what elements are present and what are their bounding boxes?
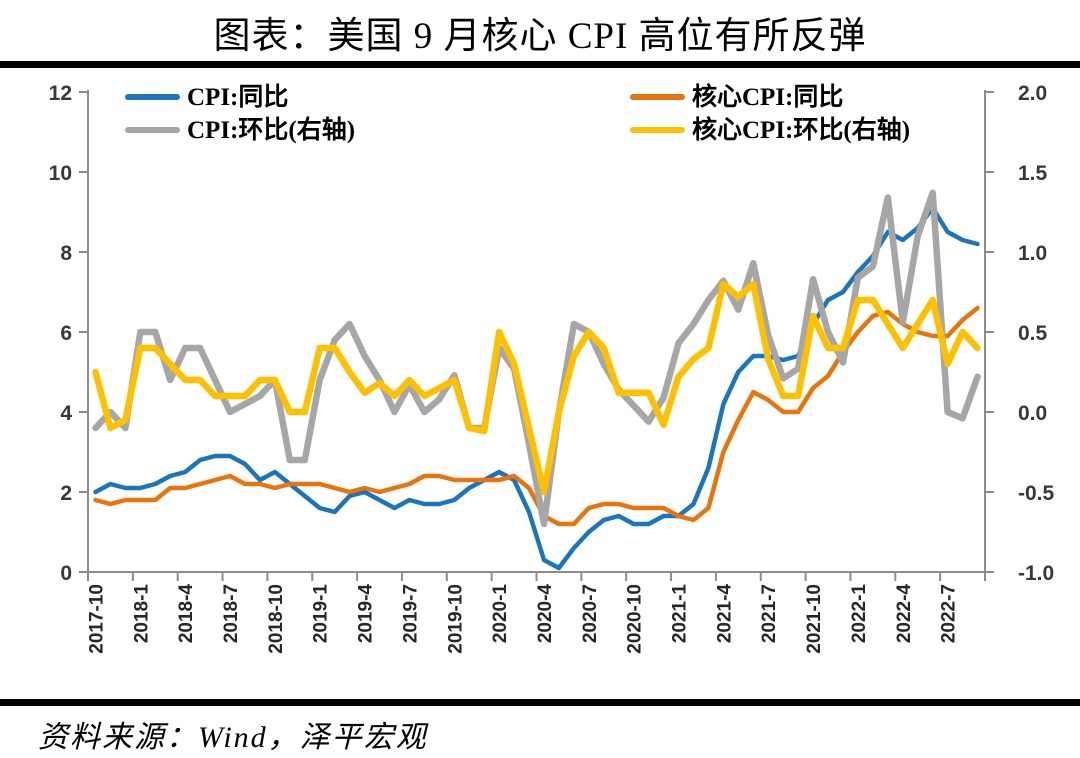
x-axis-tick-label: 2019-4 [356, 584, 377, 644]
legend-marker-yellow [630, 127, 685, 133]
left-axis-tick-label: 10 [49, 162, 72, 185]
legend-label: 核心CPI:同比 [692, 83, 844, 111]
x-axis-tick-label: 2018-1 [131, 584, 152, 644]
legend-marker-orange [630, 94, 685, 100]
x-axis-tick-label: 2019-10 [445, 584, 466, 654]
right-axis-tick-label: -0.5 [1018, 482, 1055, 505]
source-note: 资料来源：Wind，泽平宏观 [38, 721, 428, 754]
right-axis-tick-label: 0.0 [1018, 402, 1047, 425]
x-axis-tick-label: 2019-1 [311, 584, 332, 644]
legend-item-cpi-mom: CPI:环比(右轴) [125, 115, 355, 145]
line-cpi-yoy [93, 205, 980, 571]
legend-item-cpi-yoy: CPI:同比 [125, 82, 288, 112]
x-axis-tick-label: 2018-10 [266, 584, 287, 654]
x-axis-tick-label: 2022-1 [849, 584, 870, 644]
x-axis-tick-label: 2018-4 [176, 584, 197, 644]
x-axis-tick-label: 2021-7 [759, 584, 780, 643]
legend-label: CPI:环比(右轴) [187, 116, 356, 144]
footer-divider-rule [0, 699, 1080, 706]
right-axis-tick-label: 2.0 [1018, 82, 1047, 105]
x-axis-tick-label: 2017-10 [86, 584, 107, 654]
left-axis-tick-label: 8 [60, 242, 72, 265]
right-axis-tick-label: -1.0 [1018, 562, 1054, 585]
legend-item-core-cpi-yoy: 核心CPI:同比 [630, 82, 843, 112]
x-axis-tick-label: 2018-7 [221, 584, 242, 643]
right-axis-tick-label: 1.5 [1018, 162, 1048, 185]
page-title: 图表：美国 9 月核心 CPI 高位有所反弹 [213, 16, 867, 57]
right-axis-tick-label: 0.5 [1018, 322, 1048, 345]
x-axis-tick-label: 2020-4 [535, 584, 556, 644]
left-axis-tick-label: 0 [60, 562, 72, 585]
x-axis-tick-label: 2020-7 [580, 584, 601, 643]
line-cpi-mom-right-axis [92, 189, 981, 528]
title-divider-rule [0, 61, 1080, 68]
line-core-cpi-mom-right-axis [92, 280, 981, 496]
legend-label: CPI:同比 [187, 83, 289, 111]
x-axis-tick-label: 2022-7 [939, 584, 960, 643]
left-axis-tick-label: 2 [60, 482, 72, 505]
x-axis-tick-label: 2022-4 [894, 584, 915, 644]
left-axis-tick-label: 4 [60, 402, 72, 425]
legend-item-core-cpi-mom: 核心CPI:环比(右轴) [630, 115, 910, 145]
x-axis-tick-label: 2021-1 [670, 584, 691, 644]
right-axis-tick-label: 1.0 [1018, 242, 1047, 265]
x-axis-tick-label: 2020-10 [625, 584, 646, 654]
legend-marker-gray [125, 127, 180, 133]
x-axis-tick-label: 2019-7 [400, 584, 421, 643]
line-core-cpi-yoy [93, 305, 980, 527]
x-axis-tick-label: 2021-4 [714, 584, 735, 644]
legend-label: 核心CPI:环比(右轴) [692, 116, 911, 144]
left-axis-tick-label: 12 [49, 82, 72, 105]
x-axis-tick-label: 2020-1 [490, 584, 511, 644]
left-axis-tick-label: 6 [60, 322, 72, 345]
x-axis-tick-label: 2021-10 [804, 584, 825, 654]
legend-marker-blue [125, 94, 180, 100]
